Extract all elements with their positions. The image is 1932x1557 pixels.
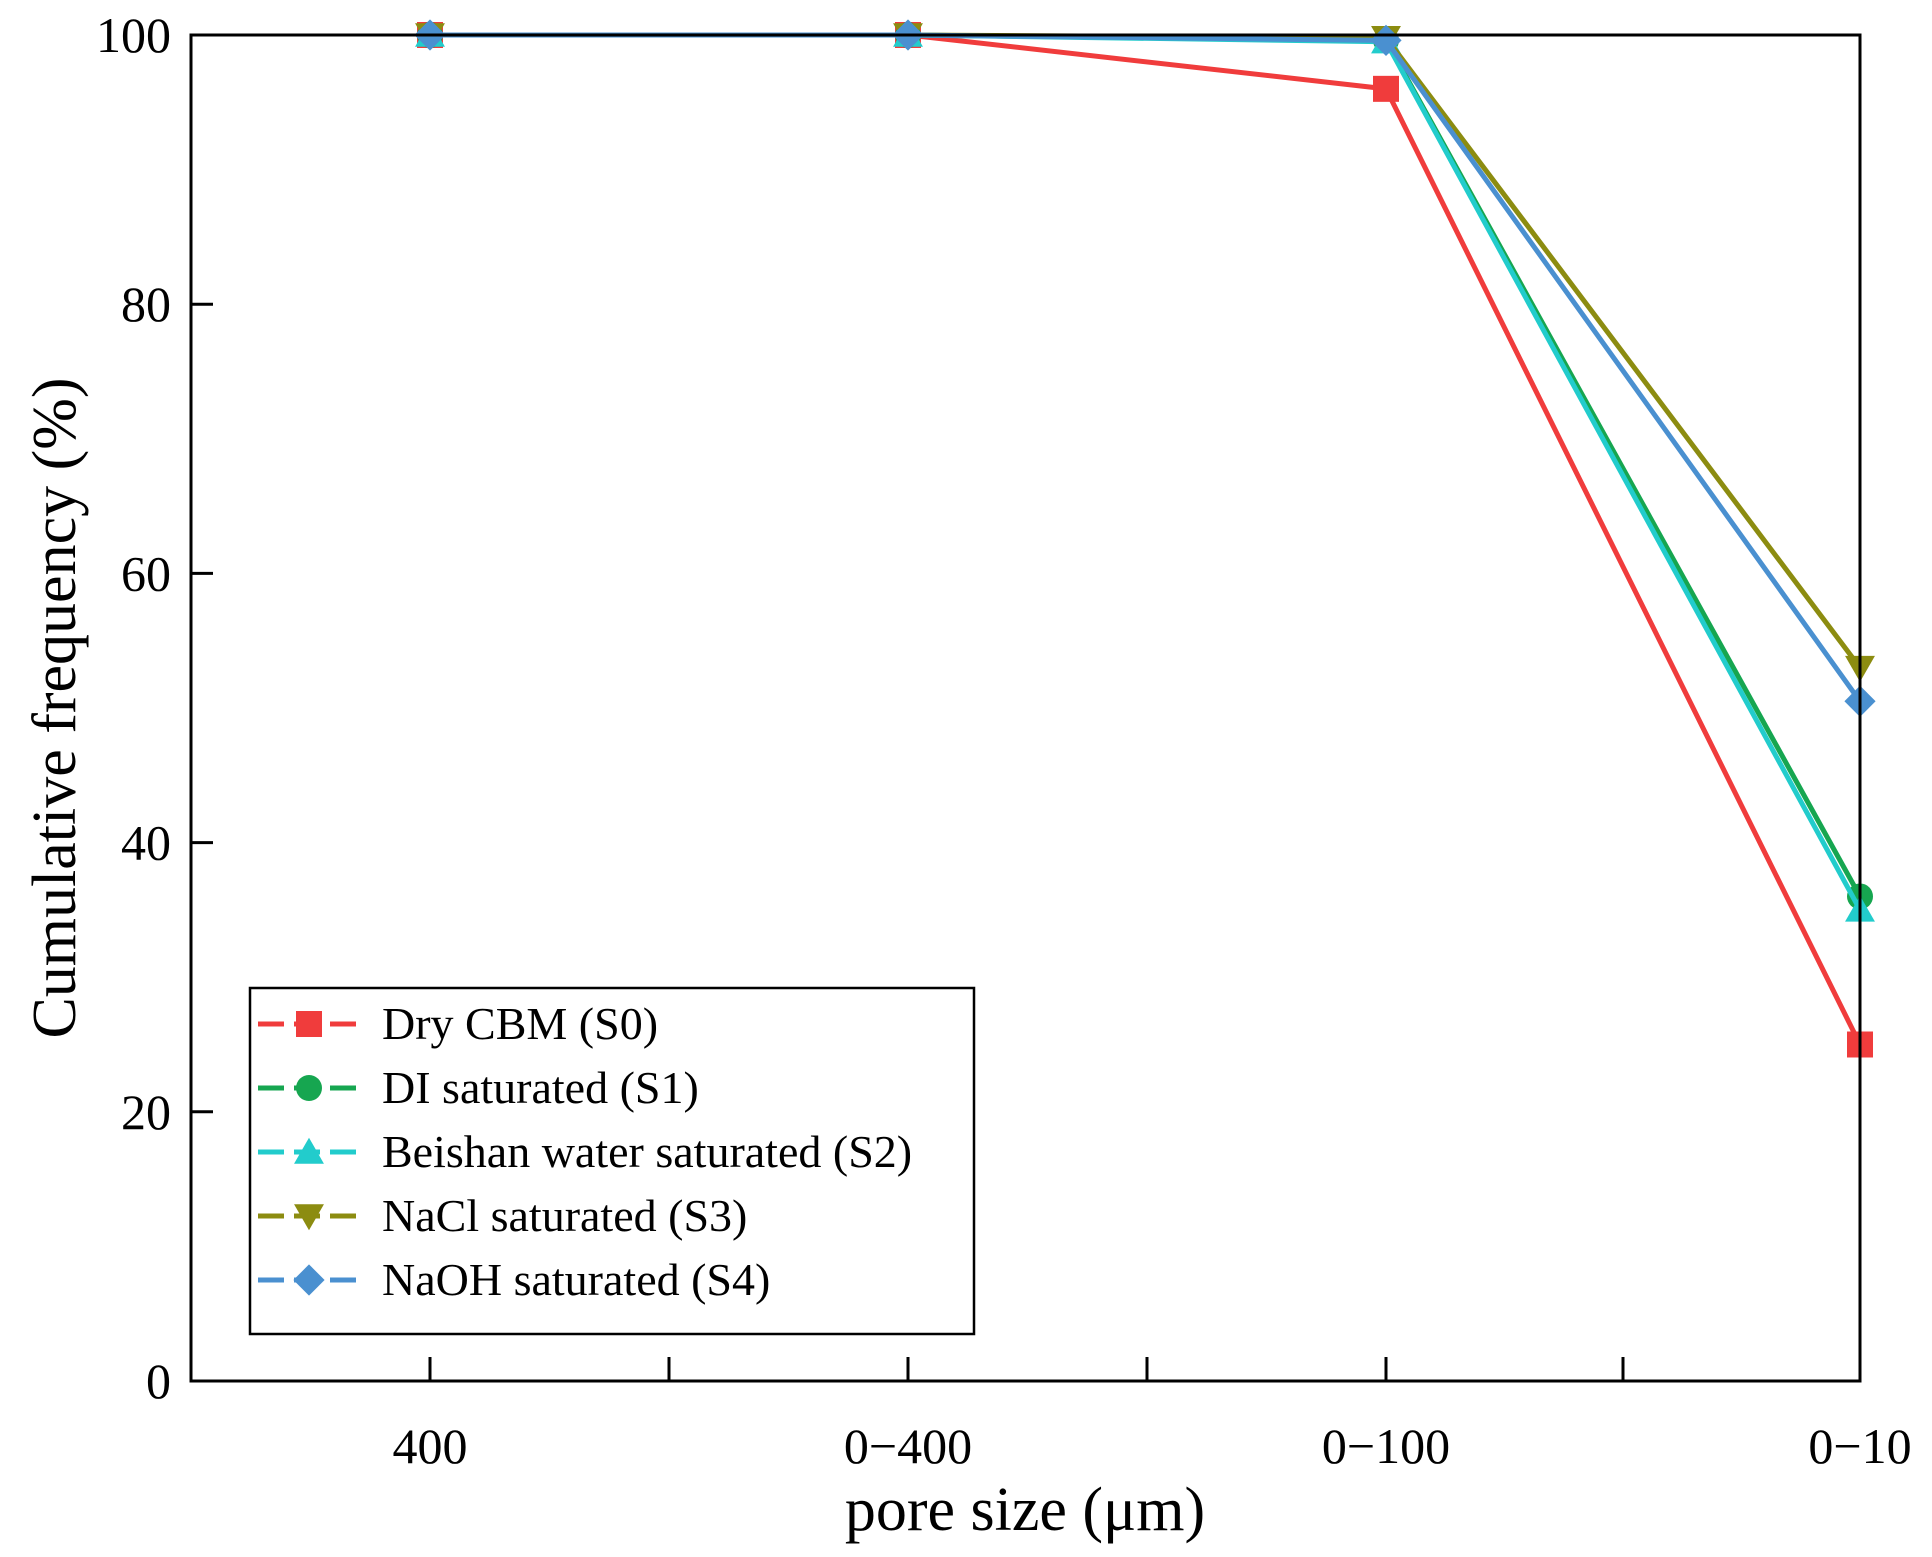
x-tick-label: 0−100	[1322, 1418, 1450, 1474]
y-tick-label: 0	[146, 1353, 171, 1409]
legend-label: DI saturated (S1)	[382, 1062, 699, 1113]
plot-frame	[189, 33, 1862, 1383]
legend-item: NaOH saturated (S4)	[258, 1254, 770, 1305]
legend-item: NaCl saturated (S3)	[258, 1190, 747, 1241]
y-axis-title: Cumulative frequency (%)	[21, 377, 89, 1038]
x-axis-ticks: 400 0−400 0−100 0−10	[393, 1357, 1912, 1474]
legend: Dry CBM (S0) DI saturated (S1) Beishan wat…	[248, 986, 976, 1336]
x-tick-label: 0−400	[844, 1418, 972, 1474]
y-tick-label: 20	[121, 1084, 171, 1140]
y-tick-label: 40	[121, 815, 171, 871]
legend-marker	[296, 1075, 322, 1101]
x-tick-label: 400	[393, 1418, 468, 1474]
legend-item: Dry CBM (S0)	[258, 998, 658, 1049]
y-tick-label: 100	[96, 7, 171, 63]
data-point	[1373, 75, 1399, 102]
legend-label: NaOH saturated (S4)	[382, 1254, 770, 1305]
legend-marker	[296, 1011, 322, 1037]
x-axis-title: pore size (μm)	[845, 1476, 1205, 1544]
data-point	[1370, 24, 1402, 56]
x-tick-label: 0−10	[1808, 1418, 1911, 1474]
legend-item: DI saturated (S1)	[258, 1062, 699, 1113]
legend-label: NaCl saturated (S3)	[382, 1190, 747, 1241]
legend-item: Beishan water saturated (S2)	[258, 1126, 912, 1177]
legend-marker	[294, 1204, 324, 1231]
legend-label: Beishan water saturated (S2)	[382, 1126, 912, 1177]
y-axis-ticks: 0 20 40 60 80 100	[96, 7, 213, 1409]
legend-label: Dry CBM (S0)	[382, 998, 658, 1049]
legend-marker	[293, 1264, 325, 1296]
legend-box	[248, 986, 976, 1336]
y-tick-label: 60	[121, 545, 171, 601]
legend-marker	[294, 1137, 324, 1164]
y-tick-label: 80	[121, 276, 171, 332]
